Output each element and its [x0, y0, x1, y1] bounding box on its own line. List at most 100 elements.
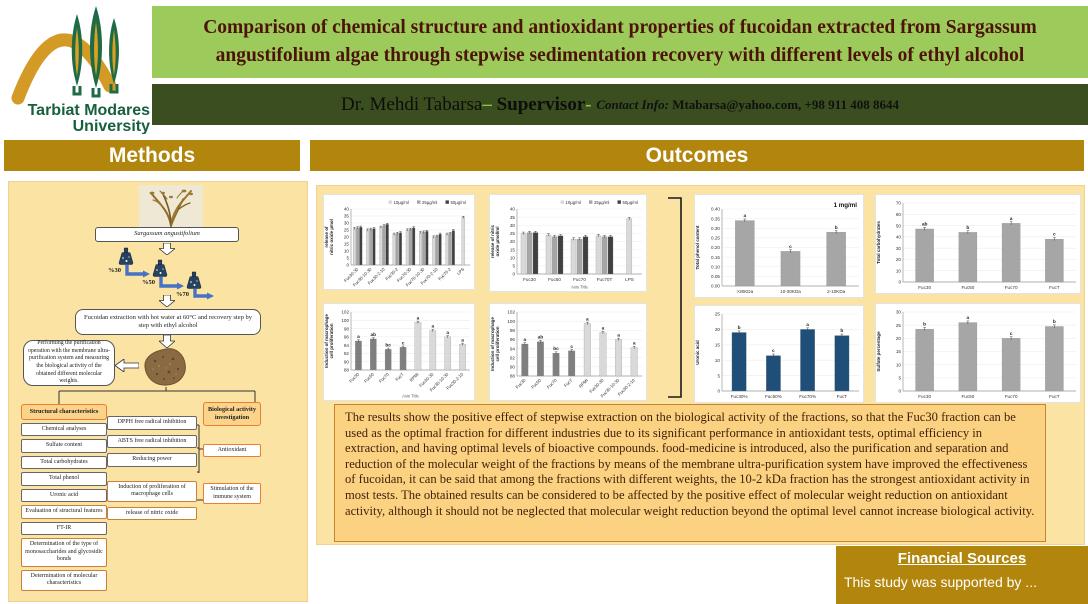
supervisor-role: Supervisor	[496, 93, 586, 115]
svg-text:c: c	[772, 349, 775, 354]
results-text: The results show the positive effect of …	[345, 410, 1035, 518]
svg-text:Fuc30: Fuc30	[918, 285, 931, 290]
svg-text:30: 30	[344, 221, 350, 226]
flask-icons	[118, 247, 202, 289]
sedimentation-flasks: %30 %50 %70	[108, 247, 214, 300]
flow-item-abts: ABTS free radical inhibition	[107, 434, 197, 448]
svg-text:Fuc70: Fuc70	[573, 277, 586, 282]
svg-text:88: 88	[344, 368, 350, 373]
svg-text:1 mg/ml: 1 mg/ml	[834, 202, 858, 209]
svg-text:LPS: LPS	[625, 277, 634, 282]
chart-total-phenol: 0.00 0.05 0.10 0.15 0.20 0.25 0.30 0.35 0.40 a >30…	[694, 194, 864, 298]
svg-text:nitric oxide µmol: nitric oxide µmol	[329, 219, 334, 255]
svg-text:Fuc50: Fuc50	[363, 371, 375, 383]
svg-text:a: a	[617, 333, 620, 338]
svg-text:20: 20	[344, 235, 350, 240]
svg-text:b: b	[738, 325, 741, 331]
flow-item-uronic-acid: Uronic acid	[21, 488, 107, 503]
svg-text:b: b	[840, 328, 843, 334]
flask-label-70: %70	[176, 291, 189, 298]
flow-item-sulfate-content: Sulfate content	[21, 439, 107, 453]
svg-text:102: 102	[507, 310, 515, 315]
svg-text:FucT: FucT	[1049, 285, 1060, 290]
flow-item-reducing-power: Reducing power	[107, 453, 197, 467]
svg-text:FucT: FucT	[563, 377, 574, 388]
svg-text:Sulfate percentage: Sulfate percentage	[876, 331, 881, 372]
svg-text:ab: ab	[371, 332, 377, 338]
methods-header-label: Methods	[108, 143, 196, 167]
svg-text:98: 98	[510, 328, 516, 333]
svg-text:c: c	[402, 341, 405, 346]
svg-text:100: 100	[507, 319, 515, 324]
svg-text:b: b	[966, 225, 969, 231]
fucoidan-extract-image	[144, 348, 186, 386]
svg-text:c: c	[1053, 233, 1056, 238]
flow-item-chemical-analyses: Chemical analyses	[21, 422, 107, 437]
svg-text:Fuc70-2: Fuc70-2	[437, 266, 452, 281]
svg-text:50µg/ml: 50µg/ml	[451, 200, 466, 205]
svg-text:Fuc70: Fuc70	[1005, 285, 1018, 290]
flow-item-total-phenol: Total phenol	[21, 472, 107, 486]
svg-text:a: a	[461, 338, 464, 343]
svg-text:0: 0	[346, 263, 349, 268]
structural-characteristics-header: Structural characteristics	[21, 404, 107, 420]
flow-item-molecular-characteristics: Determination of molecular characteristi…	[21, 569, 107, 591]
svg-text:ab: ab	[922, 222, 928, 228]
svg-text:25: 25	[715, 312, 721, 317]
svg-text:40: 40	[896, 235, 902, 240]
results-summary-box: The results show the positive effect of …	[334, 404, 1046, 542]
flow-item-dpph: DPPH free radical inhibition	[107, 416, 197, 430]
svg-text:a: a	[586, 317, 589, 322]
svg-text:88: 88	[510, 374, 516, 379]
svg-text:0.35: 0.35	[711, 216, 720, 221]
university-logo: Tarbiat Modares University	[4, 2, 154, 135]
flow-item-macrophage-proliferation: Induction of proliferation of macrophage…	[107, 480, 197, 502]
svg-text:Fuc50: Fuc50	[961, 285, 974, 290]
svg-text:35: 35	[344, 214, 350, 219]
svg-text:oxide µmol/ml: oxide µmol/ml	[495, 226, 500, 256]
svg-text:0: 0	[898, 389, 901, 394]
chart-sulfate-percentage: 0 5 10 15 20 25 30 b Fuc30 a Fuc50 c Fuc70 b FucT Sulfa…	[875, 303, 1081, 403]
svg-text:10: 10	[896, 362, 902, 367]
svg-text:50: 50	[896, 223, 902, 228]
seaweed-photo	[139, 185, 203, 227]
svg-text:b: b	[923, 322, 926, 328]
svg-text:Total carbohydrates: Total carbohydrates	[876, 221, 881, 264]
svg-text:a: a	[431, 325, 434, 330]
svg-text:RPMI: RPMI	[409, 372, 420, 383]
svg-text:0.30: 0.30	[711, 226, 720, 231]
svg-text:0.15: 0.15	[711, 255, 720, 260]
flow-item-antioxidant: Antioxidant	[203, 443, 261, 458]
svg-text:b: b	[835, 225, 838, 231]
svg-text:a: a	[633, 342, 636, 347]
svg-text:b: b	[1053, 319, 1056, 325]
chart-macrophage-proliferation-2: 88 90 92 94 96 98 100 102 a Fuc30 ab Fuc50 bc Fuc70 c F…	[489, 303, 647, 401]
svg-text:release of: release of	[324, 226, 329, 248]
svg-text:25: 25	[896, 323, 902, 328]
svg-text:Total phenol content: Total phenol content	[695, 225, 700, 269]
dash-separator: –	[482, 93, 497, 115]
svg-text:5: 5	[512, 264, 515, 269]
svg-text:94: 94	[344, 343, 350, 348]
svg-text:Fuc30: Fuc30	[348, 371, 360, 383]
svg-text:RPMI: RPMI	[578, 378, 589, 389]
svg-text:bc: bc	[385, 342, 391, 348]
svg-text:0.40: 0.40	[711, 207, 720, 212]
svg-text:release of nitric: release of nitric	[490, 224, 495, 258]
flask-label-50: %50	[142, 279, 155, 286]
flow-source-box: Sargassum angustifolium	[95, 227, 239, 242]
svg-text:25µg/ml: 25µg/ml	[422, 200, 437, 205]
svg-text:10: 10	[510, 255, 516, 260]
flow-extraction-box: Fucoidan extraction with hot water at 60…	[75, 309, 261, 335]
svg-text:10: 10	[715, 358, 721, 363]
svg-text:102: 102	[341, 310, 349, 315]
methods-section-header: Methods	[4, 140, 300, 171]
financial-sources-text: This study was supported by ...	[844, 574, 1037, 590]
svg-text:0.10: 0.10	[711, 264, 720, 269]
flow-item-total-carbohydrates: Total carbohydrates	[21, 455, 107, 470]
svg-text:15: 15	[896, 349, 902, 354]
flow-item-immune-system: Stimulation of the immune system	[203, 483, 261, 505]
financial-sources-box: Financial Sources This study was support…	[836, 546, 1088, 604]
svg-text:0: 0	[717, 389, 720, 394]
svg-text:2-10KDa: 2-10KDa	[827, 289, 846, 294]
